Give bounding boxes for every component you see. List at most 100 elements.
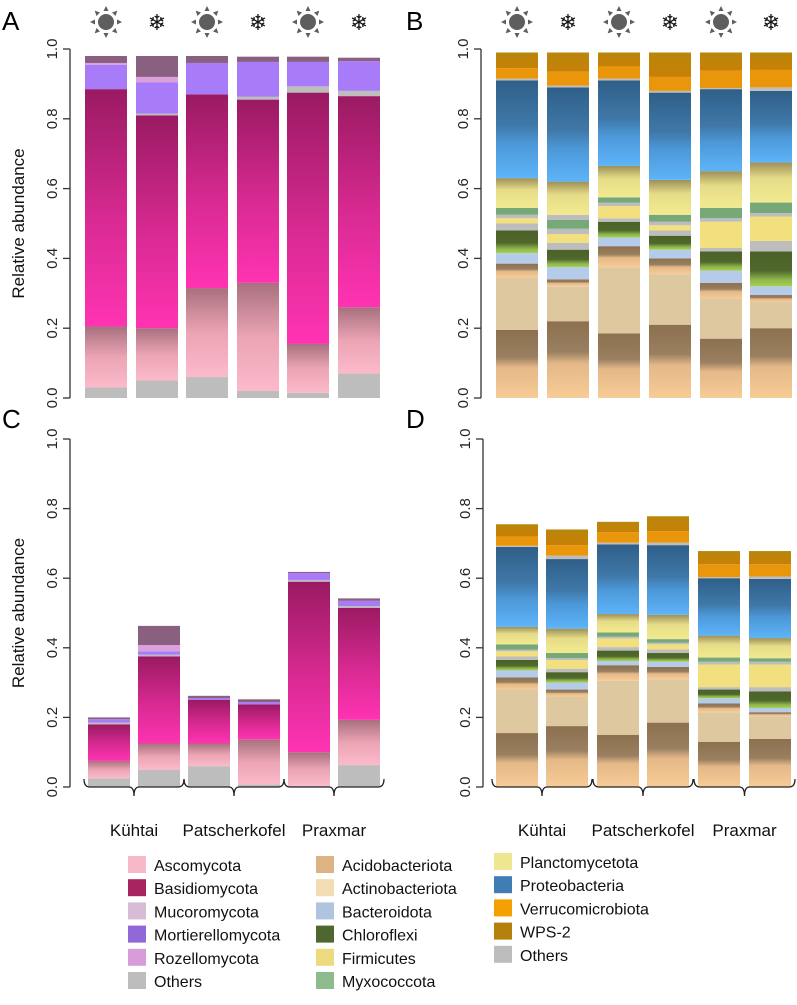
bar-segment-acidobacteriota [749,712,791,717]
bar-segment-others [496,78,538,81]
bar-segment-myxococcota [698,657,740,662]
sun-icon [191,6,223,38]
bar-3: Patscherkofel summer [188,695,230,787]
bar-segment-wps-2 [547,52,589,72]
bar-4: Patscherkofel winter [238,699,280,787]
bar-segment-mortierellomycota [287,61,329,87]
bar-segment-mortierellomycota [188,698,230,700]
bar-segment-ascomycota [238,739,280,785]
bar-segment-planctomycetota [496,626,538,645]
legend-swatch [128,902,146,920]
bar-segment-acidobacteriota [750,295,792,303]
bar-segment-wps-2 [700,52,742,71]
bar-segment-others [188,766,230,787]
legend-label: Myxococcota [342,974,435,991]
bar-segment-mortierellomycota [186,62,228,95]
bar-segment-basidiomycota [188,700,230,744]
bar-segment-others [547,85,589,88]
bar-segment-others [496,649,538,652]
bar-segment-basidiomycota [88,724,130,761]
bar-segment-others [649,221,691,226]
legend-label: Planctomycetota [520,855,638,872]
legend-swatch [316,925,334,943]
bar-segment-others [647,542,689,546]
bar-segment-actinobacteriota [749,716,791,739]
bar-segment-basidiomycota [287,92,329,344]
bar-5: Praxmar summer [288,571,330,787]
site-bracket [83,778,185,797]
bar-segment-others [598,218,640,222]
bar-segment-others [136,113,178,116]
legend-item-verrucomicrobiota: Verrucomicrobiota [494,899,649,918]
legend-item-wps-2: WPS-2 [494,922,571,942]
bar-segment-ascomycota [186,288,228,378]
bar-6: Praxmar winter [338,57,380,398]
legend-label: Mortierellomycota [154,928,280,945]
bar-segment-ascomycota [287,343,329,393]
site-label: Praxmar [302,821,367,840]
bar-segment-actinobacteriota [700,298,742,339]
bar-segment-others [237,96,279,100]
y-tick-label: 0.8 [44,108,61,129]
bar-2: Kühtai winter [136,55,178,398]
y-tick-label: 1.0 [44,39,61,60]
bar-segment-actinobacteriota [698,712,740,742]
bar-segment-acidobacteriota [750,328,792,398]
bar-segment-mortierellomycota [237,61,279,97]
bar-segment-verrucomicrobiota [749,564,791,577]
legend-item-planctomycetota: Planctomycetota [494,853,638,872]
bar-4: Patscherkofel winter [237,56,279,398]
bar-segment-chloroflexi [698,689,740,699]
bar-segment-acidobacteriota [647,722,689,787]
bar-segment-wps-2 [597,521,639,533]
bar-segment-ascomycota [136,328,178,381]
bar-4: Patscherkofel winter [649,52,691,398]
legend-item-mucoromycota: Mucoromycota [128,902,259,921]
bar-segment-basidiomycota [138,656,180,744]
bar-segment-others [546,658,588,660]
svg-text:❄: ❄ [350,10,368,35]
bar-segment-mortierellomycota [88,719,130,723]
bar-segment-myxococcota [547,220,589,229]
bar-1: Kühtai summer [496,524,538,787]
bar-segment-acidobacteriota [749,738,791,787]
bar-segment-myxococcota [700,207,742,219]
bar-segment-firmicutes [546,659,588,669]
bar-segment-others [338,765,380,787]
bar-segment-ascomycota [188,743,230,767]
y-tick-label: 0.6 [44,568,61,589]
bar-segment-acidobacteriota [647,666,689,680]
bar-segment-others [546,555,588,560]
bar-segment-verrucomicrobiota [547,71,589,86]
bar-segment-chloroflexi [750,251,792,287]
legend-item-rozellomycota: Rozellomycota [128,948,259,968]
bar-segment-bacteroidota [698,698,740,704]
site-bracket [592,778,694,797]
bar-segment-others [700,218,742,222]
bar-segment-wps-2 [496,524,538,537]
bar-segment-actinobacteriota [496,689,538,734]
bar-segment-proteobacteria [496,80,538,179]
bar-segment-bacteroidota [647,661,689,667]
y-tick-label: 0.4 [457,637,474,658]
bar-segment-mortierellomycota [138,651,180,655]
site-label: Kühtai [110,821,158,840]
site-bracket [283,778,385,797]
bar-segment-others [547,228,589,234]
bar-segment-rozellomycota [85,62,127,65]
bar-segment-mucoromycota [85,55,127,63]
site-label: Patscherkofel [183,821,286,840]
legend-swatch [128,925,146,943]
y-tick-label: 0.0 [455,388,472,409]
bar-5: Praxmar summer [698,551,740,787]
sun-icon [292,6,324,38]
panel-label-a: A [2,6,20,36]
bar-segment-acidobacteriota [496,733,538,787]
bar-segment-actinobacteriota [547,286,589,322]
legend-swatch [316,948,334,966]
legend-label: Chloroflexi [342,928,418,945]
legend-item-firmicutes: Firmicutes [316,948,416,968]
bar-segment-others [496,223,538,231]
bar-segment-chloroflexi [496,230,538,254]
bar-segment-acidobacteriota [496,263,538,278]
